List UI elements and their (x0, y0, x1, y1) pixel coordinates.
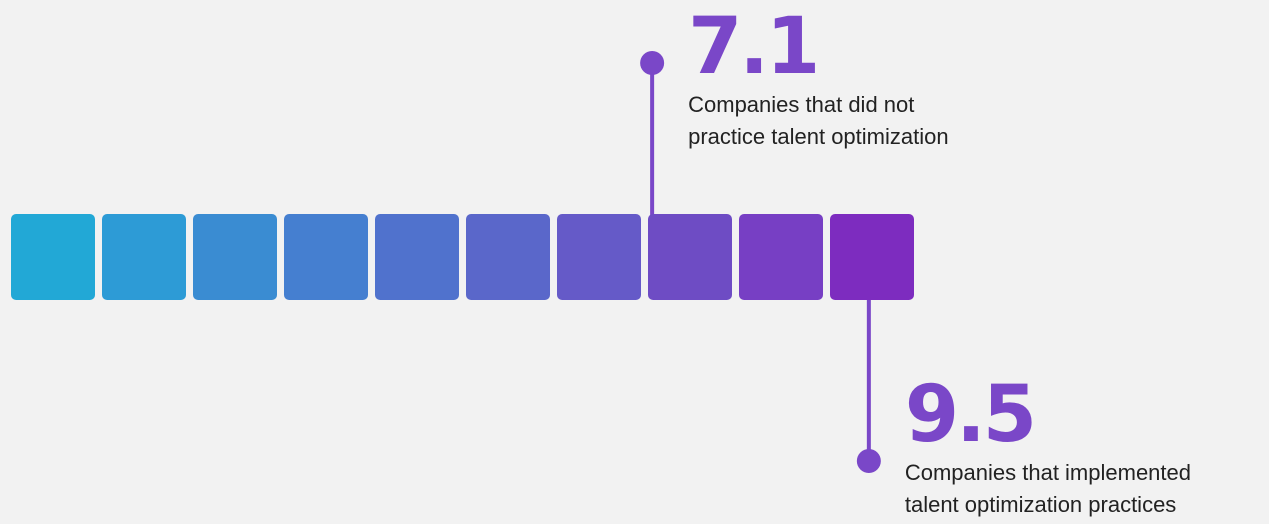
marker-value-label: 7.1 (688, 2, 817, 92)
marker-description-line: talent optimization practices (905, 492, 1176, 517)
scale-segment-5 (375, 214, 459, 300)
scale-segment-9 (739, 214, 823, 300)
marker-dot (640, 51, 665, 75)
scale-segment-7 (557, 214, 641, 300)
marker-connectors (650, 63, 871, 461)
marker-description-line: practice talent optimization (688, 124, 948, 149)
marker-dot (856, 449, 881, 473)
scale-segment-2 (102, 214, 186, 300)
scale-segment-6 (466, 214, 550, 300)
marker-value-label: 9.5 (905, 370, 1034, 460)
scale-segment-1 (11, 214, 95, 300)
scale-segment-10 (830, 214, 914, 300)
marker-description: Companies that implemented talent optimiz… (905, 460, 1191, 517)
scale-segment-4 (284, 214, 368, 300)
marker-description-line: Companies that did not (688, 92, 914, 117)
marker-description-line: Companies that implemented (905, 460, 1191, 485)
scale-segments (11, 214, 914, 300)
scale-segment-8 (648, 214, 732, 300)
marker-description: Companies that did not practice talent op… (688, 92, 948, 149)
scale-segment-3 (193, 214, 277, 300)
